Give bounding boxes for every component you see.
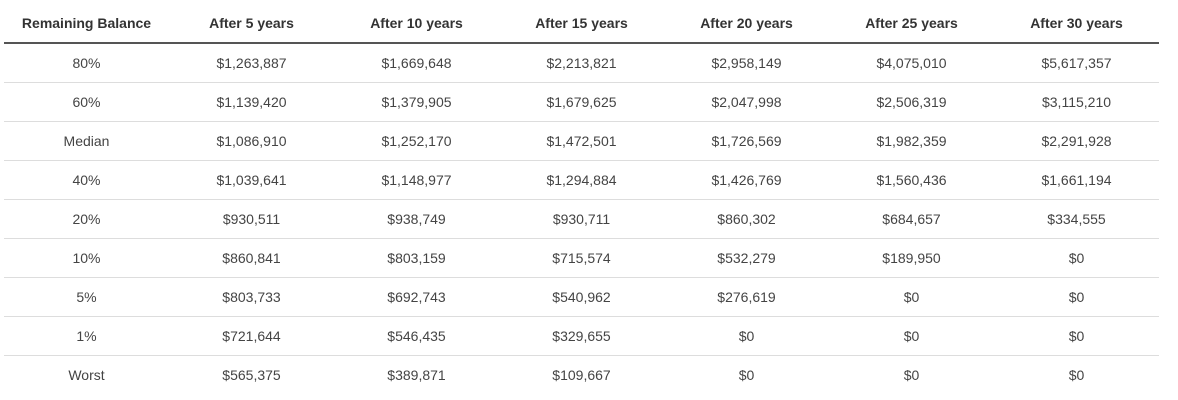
table-row: Worst $565,375 $389,871 $109,667 $0 $0 $0 bbox=[4, 356, 1159, 395]
cell-after-15-years: $329,655 bbox=[499, 316, 664, 356]
header-after-25-years: After 25 years bbox=[829, 4, 994, 44]
cell-after-5-years: $860,841 bbox=[169, 238, 334, 278]
cell-after-10-years: $389,871 bbox=[387, 367, 446, 383]
cell-after-5-years: $1,039,641 bbox=[169, 160, 334, 200]
cell-percentile: Median bbox=[4, 121, 169, 161]
table-row: 20% $930,511 $938,749 $930,711 $860,302 $684,… bbox=[4, 199, 1159, 239]
cell-after-15-years: $715,574 bbox=[499, 238, 664, 278]
cell-after-5-years: $1,086,910 bbox=[169, 121, 334, 161]
cell-after-25-years: $1,560,436 bbox=[829, 160, 994, 200]
cell-after-15-years: $1,679,625 bbox=[499, 82, 664, 122]
header-row: Remaining Balance After 5 years After 10… bbox=[4, 4, 1159, 44]
cell-after-15-years: $930,711 bbox=[499, 199, 664, 239]
header-after-30-years: After 30 years bbox=[994, 4, 1159, 44]
cell-after-20-years: $532,279 bbox=[664, 238, 829, 278]
cell-after-25-years: $0 bbox=[903, 367, 920, 383]
cell-after-25-years: $0 bbox=[829, 316, 994, 356]
cell-after-10-years: $1,252,170 bbox=[334, 121, 499, 161]
table-row: Median $1,086,910 $1,252,170 $1,472,501 $1,7… bbox=[4, 121, 1159, 161]
cell-after-20-years: $0 bbox=[664, 316, 829, 356]
cell-after-15-years: $1,472,501 bbox=[499, 121, 664, 161]
cell-after-20-years: $1,426,769 bbox=[664, 160, 829, 200]
cell-percentile: 80% bbox=[4, 43, 169, 83]
cell-percentile: 1% bbox=[4, 316, 169, 356]
cell-percentile: 10% bbox=[4, 238, 169, 278]
cell-after-30-years: $334,555 bbox=[994, 199, 1159, 239]
table-row: 40% $1,039,641 $1,148,977 $1,294,884 $1,426,… bbox=[4, 160, 1159, 200]
table-row: 80% $1,263,887 $1,669,648 $2,213,821 $2,958,… bbox=[4, 43, 1159, 83]
cell-after-20-years: $1,726,569 bbox=[664, 121, 829, 161]
cell-after-30-years: $3,115,210 bbox=[994, 82, 1159, 122]
cell-after-20-years: $2,958,149 bbox=[664, 43, 829, 83]
cell-after-25-years: $189,950 bbox=[829, 238, 994, 278]
cell-after-30-years: $0 bbox=[994, 316, 1159, 356]
cell-after-25-years: $4,075,010 bbox=[829, 43, 994, 83]
cell-percentile: 20% bbox=[4, 199, 169, 239]
cell-after-25-years: $1,982,359 bbox=[829, 121, 994, 161]
cell-after-20-years: $860,302 bbox=[664, 199, 829, 239]
header-after-20-years: After 20 years bbox=[664, 4, 829, 44]
cell-after-15-years: $540,962 bbox=[499, 277, 664, 317]
header-after-15-years: After 15 years bbox=[499, 4, 664, 44]
cell-after-15-years: $2,213,821 bbox=[499, 43, 664, 83]
cell-after-5-years: $930,511 bbox=[169, 199, 334, 239]
cell-after-10-years: $546,435 bbox=[334, 316, 499, 356]
cell-after-30-years: $2,291,928 bbox=[994, 121, 1159, 161]
cell-percentile: 60% bbox=[4, 82, 169, 122]
cell-after-30-years: $5,617,357 bbox=[994, 43, 1159, 83]
header-after-10-years: After 10 years bbox=[334, 4, 499, 44]
cell-after-10-years: $803,159 bbox=[334, 238, 499, 278]
cell-after-25-years: $684,657 bbox=[829, 199, 994, 239]
header-remaining-balance: Remaining Balance bbox=[4, 4, 169, 44]
cell-after-15-years: $109,667 bbox=[552, 367, 611, 383]
cell-percentile: 40% bbox=[4, 160, 169, 200]
cell-percentile: Worst bbox=[68, 367, 105, 383]
table-header: Remaining Balance After 5 years After 10… bbox=[4, 4, 1159, 44]
cell-after-15-years: $1,294,884 bbox=[499, 160, 664, 200]
cell-after-25-years: $0 bbox=[829, 277, 994, 317]
cell-after-10-years: $1,148,977 bbox=[334, 160, 499, 200]
cell-after-20-years: $0 bbox=[738, 367, 755, 383]
table-row: 10% $860,841 $803,159 $715,574 $532,279 $189,… bbox=[4, 238, 1159, 278]
cell-after-30-years: $1,661,194 bbox=[994, 160, 1159, 200]
cell-after-10-years: $692,743 bbox=[334, 277, 499, 317]
cell-percentile: 5% bbox=[4, 277, 169, 317]
cell-after-25-years: $2,506,319 bbox=[829, 82, 994, 122]
header-after-5-years: After 5 years bbox=[169, 4, 334, 44]
cell-after-30-years: $0 bbox=[1068, 367, 1085, 383]
table-body: 80% $1,263,887 $1,669,648 $2,213,821 $2,958,… bbox=[4, 43, 1159, 394]
cell-after-20-years: $2,047,998 bbox=[664, 82, 829, 122]
cell-after-5-years: $721,644 bbox=[169, 316, 334, 356]
cell-after-5-years: $1,263,887 bbox=[169, 43, 334, 83]
cell-after-10-years: $1,379,905 bbox=[334, 82, 499, 122]
cell-after-10-years: $1,669,648 bbox=[334, 43, 499, 83]
cell-after-30-years: $0 bbox=[994, 277, 1159, 317]
cell-after-30-years: $0 bbox=[994, 238, 1159, 278]
cell-after-5-years: $1,139,420 bbox=[169, 82, 334, 122]
table-row: 1% $721,644 $546,435 $329,655 $0 $0 $0 bbox=[4, 316, 1159, 356]
table-row: 60% $1,139,420 $1,379,905 $1,679,625 $2,047,… bbox=[4, 82, 1159, 122]
cell-after-20-years: $276,619 bbox=[664, 277, 829, 317]
remaining-balance-table: Remaining Balance After 5 years After 10… bbox=[4, 4, 1159, 394]
table-row: 5% $803,733 $692,743 $540,962 $276,619 $0 $0 bbox=[4, 277, 1159, 317]
cell-after-10-years: $938,749 bbox=[334, 199, 499, 239]
cell-after-5-years: $565,375 bbox=[222, 367, 281, 383]
cell-after-5-years: $803,733 bbox=[169, 277, 334, 317]
